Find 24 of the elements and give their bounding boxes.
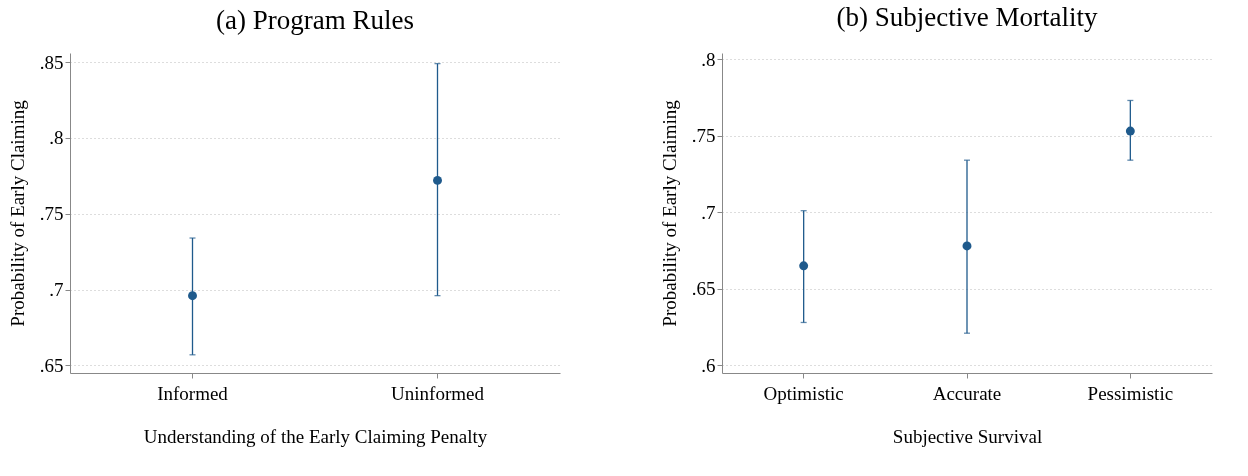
y-tick-label: .75 <box>691 125 716 147</box>
y-tick-label: .75 <box>39 203 64 225</box>
y-tick-label: .65 <box>691 278 716 300</box>
y-tick-label: .6 <box>701 354 716 376</box>
chart-title: (b) Subjective Mortality <box>836 2 1098 33</box>
point <box>799 261 809 271</box>
point <box>962 241 972 251</box>
x-tick-label: Accurate <box>932 382 1002 404</box>
point <box>1125 126 1135 136</box>
y-tick-label: .7 <box>49 279 64 301</box>
x-axis-title: Subjective Survival <box>892 425 1043 447</box>
y-tick-label: .85 <box>39 51 64 73</box>
y-tick-label: .7 <box>701 201 716 223</box>
x-tick-label: Uninformed <box>391 382 485 404</box>
x-tick-label: Informed <box>157 382 229 404</box>
y-axis-title: Probability of Early Claiming <box>658 99 680 327</box>
y-axis-title: Probability of Early Claiming <box>6 99 28 327</box>
x-axis-title: Understanding of the Early Claiming Penalty <box>143 425 488 447</box>
y-tick-label: .8 <box>49 127 64 149</box>
x-tick-label: Optimistic <box>763 382 844 404</box>
y-tick-label: .8 <box>701 48 716 70</box>
x-tick-label: Pessimistic <box>1087 382 1174 404</box>
y-tick-label: .65 <box>39 354 64 376</box>
chart-title: (a) Program Rules <box>216 5 414 35</box>
